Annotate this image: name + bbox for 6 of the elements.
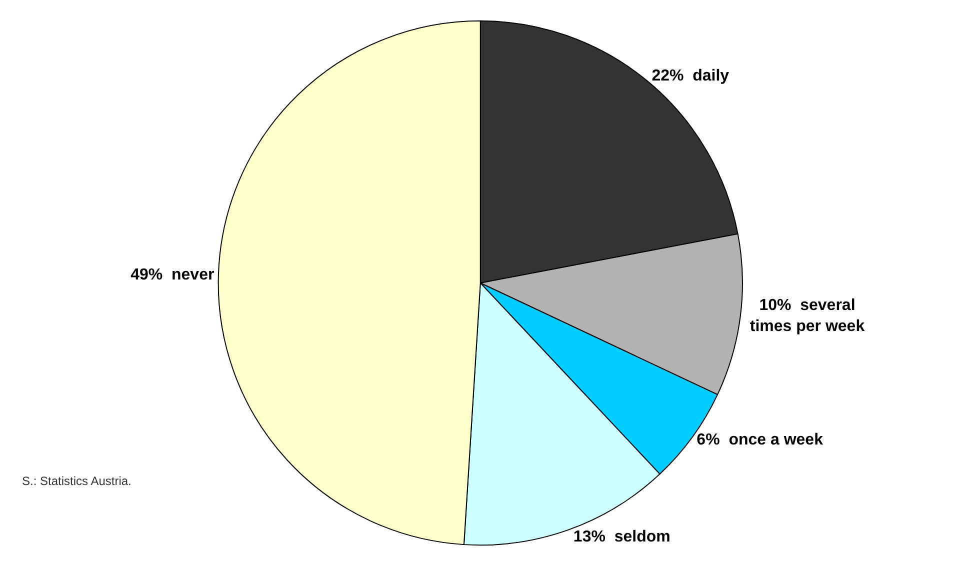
slice-label: 10% several times per week <box>750 297 865 336</box>
slice-label: 49% never <box>130 266 214 284</box>
slice-label: 13% seldom <box>573 528 670 546</box>
text: S.: Statistics Austria. <box>22 474 132 488</box>
slice-label: 22% daily <box>652 68 730 85</box>
slice-label: 6% once a week <box>696 431 824 448</box>
